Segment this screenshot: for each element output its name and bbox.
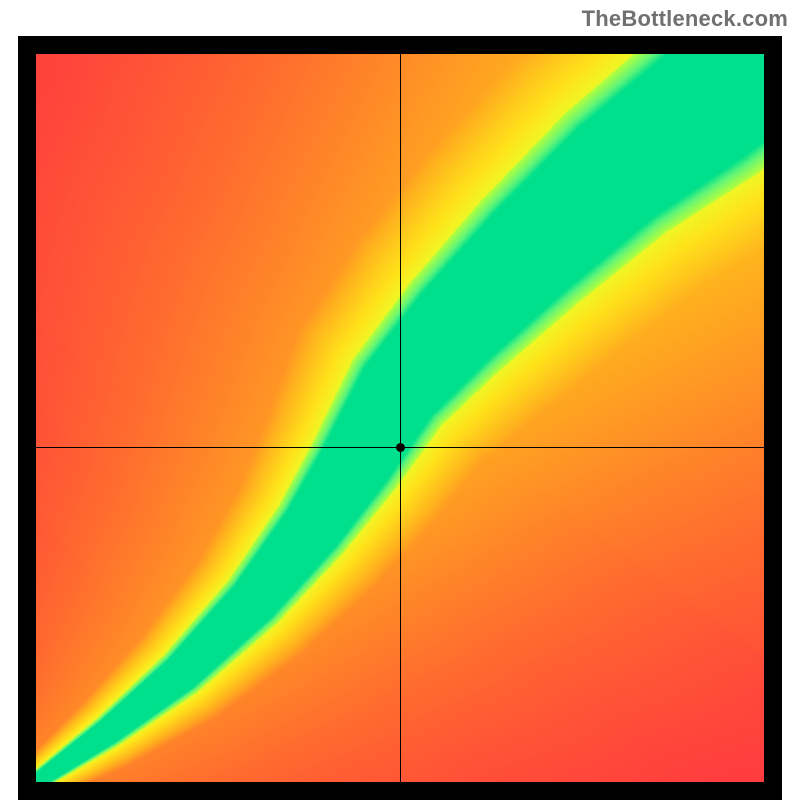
watermark-text: TheBottleneck.com xyxy=(582,6,788,32)
crosshair-vertical xyxy=(400,54,401,782)
crosshair-marker xyxy=(396,443,405,452)
plot-area xyxy=(36,54,764,782)
chart-frame xyxy=(18,36,782,800)
chart-container: TheBottleneck.com xyxy=(0,0,800,800)
